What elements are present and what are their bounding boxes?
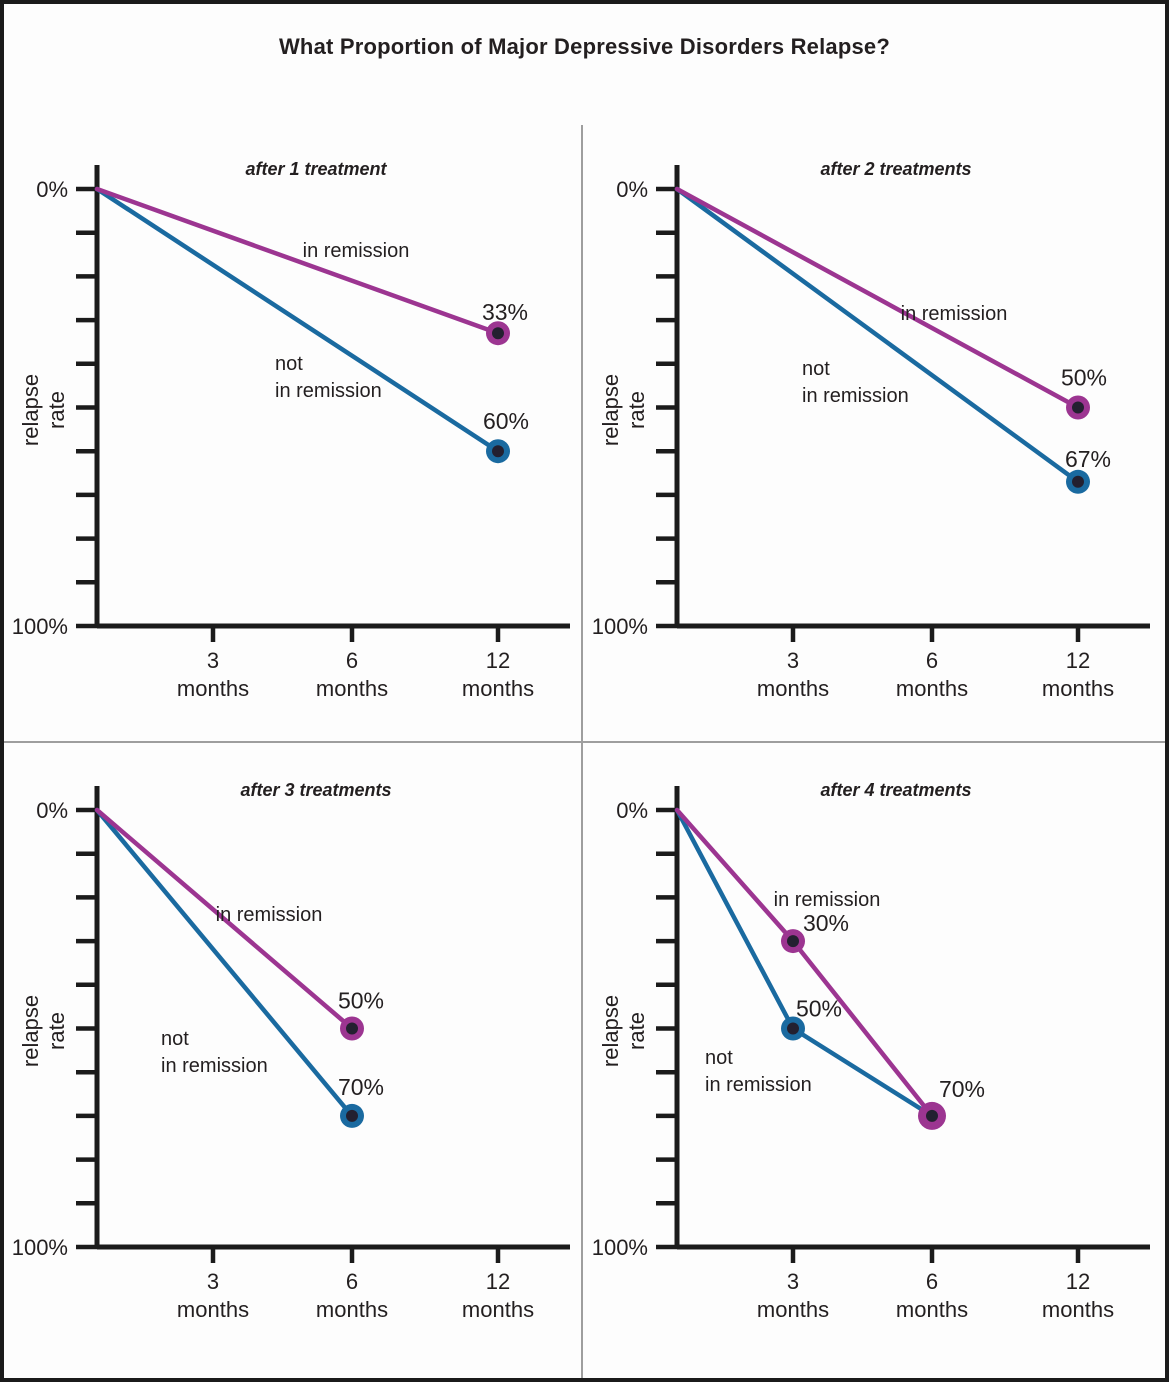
x-tick-unit-3: months — [177, 1297, 249, 1322]
panel-subtitle: after 4 treatments — [820, 780, 971, 800]
data-point-center — [492, 445, 504, 458]
data-point-label: 33% — [482, 299, 528, 325]
x-tick-unit-3: months — [757, 676, 829, 701]
x-tick-unit-6: months — [896, 1297, 968, 1322]
panel-after-2-treatments: 0% 100% relapserate 3 months 6 months 12 months a… — [592, 159, 1150, 701]
series-name-label: in remission — [774, 889, 881, 911]
x-tick-unit-6: months — [316, 1297, 388, 1322]
y-label-0pct: 0% — [616, 798, 648, 823]
data-point-center — [787, 1022, 799, 1035]
x-tick-unit-6: months — [316, 676, 388, 701]
data-point-label: 30% — [803, 910, 849, 936]
x-tick-unit-12: months — [1042, 676, 1114, 701]
x-tick-label-3: 3 — [207, 648, 219, 673]
series-name-label: in remission — [705, 1074, 812, 1096]
x-tick-unit-12: months — [1042, 1297, 1114, 1322]
series-name-label: not — [275, 353, 303, 375]
x-tick-unit-12: months — [462, 1297, 534, 1322]
x-tick-label-6: 6 — [346, 1269, 358, 1294]
series-name-label: not — [161, 1028, 189, 1050]
y-label-100pct: 100% — [12, 614, 68, 639]
data-point-center — [492, 327, 504, 340]
y-axis-title: relapserate — [18, 995, 69, 1067]
x-tick-label-3: 3 — [787, 1269, 799, 1294]
data-point-label: 70% — [338, 1074, 384, 1100]
data-point-center — [1072, 475, 1084, 488]
x-tick-unit-6: months — [896, 676, 968, 701]
data-point-center — [787, 935, 799, 948]
series-line-in-remission — [674, 807, 935, 1119]
y-label-100pct: 100% — [592, 1235, 648, 1260]
data-point-label: 50% — [1061, 365, 1107, 391]
y-label-100pct: 100% — [592, 614, 648, 639]
series-line-not-in-remission — [674, 186, 1081, 485]
x-tick-label-3: 3 — [787, 648, 799, 673]
x-tick-label-6: 6 — [926, 1269, 938, 1294]
x-tick-label-12: 12 — [1066, 1269, 1090, 1294]
figure-title: What Proportion of Major Depressive Diso… — [278, 34, 891, 59]
x-tick-unit-12: months — [462, 676, 534, 701]
x-tick-label-6: 6 — [926, 648, 938, 673]
series-line-not-in-remission — [94, 807, 355, 1119]
y-label-0pct: 0% — [616, 177, 648, 202]
x-tick-label-12: 12 — [486, 1269, 510, 1294]
data-point-center — [926, 1109, 938, 1122]
series-name-label: in remission — [303, 240, 410, 262]
series-name-label: in remission — [161, 1055, 268, 1077]
data-point-center — [1072, 401, 1084, 414]
data-point-label: 70% — [939, 1076, 985, 1102]
panel-after-3-treatments: 0% 100% relapserate 3 months 6 months 12 months a… — [12, 780, 570, 1322]
data-point-label: 50% — [796, 996, 842, 1022]
panel-subtitle: after 3 treatments — [240, 780, 391, 800]
data-point-center — [346, 1022, 358, 1035]
data-point-center — [346, 1109, 358, 1122]
y-label-0pct: 0% — [36, 798, 68, 823]
x-tick-unit-3: months — [757, 1297, 829, 1322]
panel-subtitle: after 2 treatments — [820, 159, 971, 179]
x-tick-label-12: 12 — [486, 648, 510, 673]
series-name-label: in remission — [802, 385, 909, 407]
y-axis-title: relapserate — [598, 374, 649, 446]
series-line-in-remission — [674, 186, 1081, 410]
x-tick-unit-3: months — [177, 676, 249, 701]
series-name-label: in remission — [275, 380, 382, 402]
series-line-in-remission — [94, 807, 355, 1031]
panel-divider-vertical — [581, 125, 583, 1378]
data-point-label: 50% — [338, 988, 384, 1014]
x-tick-label-12: 12 — [1066, 648, 1090, 673]
y-label-100pct: 100% — [12, 1235, 68, 1260]
panel-after-1-treatment: 0% 100% relapserate 3 months 6 months 12 months a… — [12, 159, 570, 701]
series-name-label: not — [802, 358, 830, 380]
x-tick-label-6: 6 — [346, 648, 358, 673]
series-name-label: in remission — [901, 303, 1008, 325]
series-line-not-in-remission — [94, 186, 501, 454]
series-name-label: in remission — [216, 904, 323, 926]
data-point-label: 60% — [483, 408, 529, 434]
y-axis-title: relapserate — [598, 995, 649, 1067]
panel-subtitle: after 1 treatment — [245, 159, 387, 179]
y-axis-title: relapserate — [18, 374, 69, 446]
y-label-0pct: 0% — [36, 177, 68, 202]
data-point-label: 67% — [1065, 446, 1111, 472]
panel-divider-horizontal — [4, 741, 1165, 743]
panel-after-4-treatments: 0% 100% relapserate 3 months 6 months 12 months a… — [592, 780, 1150, 1322]
x-tick-label-3: 3 — [207, 1269, 219, 1294]
series-name-label: not — [705, 1047, 733, 1069]
series-line-in-remission — [94, 186, 501, 336]
